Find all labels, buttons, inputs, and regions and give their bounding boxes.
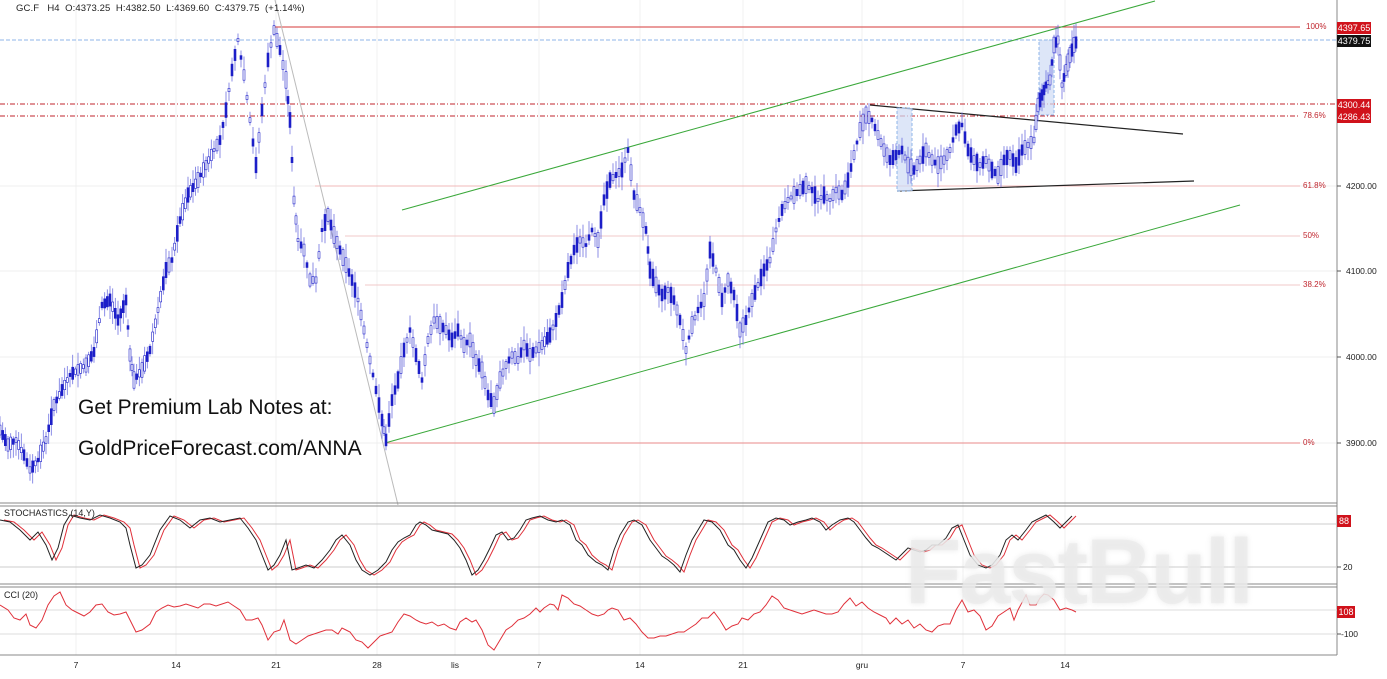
ohlc-header: GC.F H4 O:4373.25 H:4382.50 L:4369.60 C:… [16, 3, 305, 14]
price-candles [0, 20, 1078, 484]
fib-label-100: 100% [1306, 22, 1327, 31]
axis-label-4000: 4000.00 [1346, 352, 1377, 362]
axis-label-4200: 4200.00 [1346, 181, 1377, 191]
change-value: (+1.14%) [265, 3, 305, 14]
cci-levels [0, 609, 1337, 635]
stochastics-levels [0, 523, 1337, 568]
time-tick-label: gru [855, 660, 869, 670]
stochastics-title: STOCHASTICS (14,Y) [4, 508, 95, 518]
time-tick-label: lis [450, 660, 460, 670]
fib-label-382: 38.2% [1303, 280, 1326, 289]
time-tick-label: 7 [73, 660, 79, 670]
time-tick-label: 21 [738, 660, 748, 670]
rising-channel [384, 0, 1241, 444]
symbol-label: GC.F [16, 3, 40, 14]
cci-value-tag: 108 [1337, 606, 1355, 618]
panel-separators [0, 0, 1338, 656]
fib-diagonal [274, 0, 399, 506]
time-tick-label: 28 [372, 660, 382, 670]
high-value: H:4382.50 [115, 3, 161, 14]
axis-label-3900: 3900.00 [1346, 438, 1377, 448]
stochastics-k-line [0, 514, 1073, 576]
triangle-upper-line [869, 104, 1184, 135]
time-tick-label: 14 [1060, 660, 1070, 670]
promo-line-1: Get Premium Lab Notes at: [78, 396, 333, 419]
stochastics-value-tag: 88 [1337, 515, 1351, 527]
triangle-lower-line [896, 180, 1195, 192]
cci-level-minus100: -100 [1341, 629, 1359, 639]
channel-upper-line [401, 0, 1156, 211]
time-tick-label: 14 [171, 660, 181, 670]
cci-line [0, 591, 1077, 651]
price-tag-786: 4286.43 [1337, 111, 1371, 123]
triangle-pattern [869, 104, 1195, 192]
time-tick-label: 7 [960, 660, 966, 670]
timeframe-label: H4 [47, 3, 60, 14]
low-value: L:4369.60 [166, 3, 210, 14]
channel-lower-line [384, 204, 1241, 444]
stochastics-d-line [3, 514, 1077, 576]
fib-label-786: 78.6% [1303, 111, 1326, 120]
time-tick-label: 14 [635, 660, 645, 670]
fibonacci-levels [0, 0, 1337, 506]
close-value: C:4379.75 [214, 3, 260, 14]
open-value: O:4373.25 [65, 3, 111, 14]
price-tag-100: 4397.65 [1337, 22, 1371, 34]
price-tag-4300: 4300.44 [1337, 99, 1371, 111]
vertical-grid [75, 0, 1066, 655]
fib-label-618: 61.8% [1303, 181, 1326, 190]
fib-label-50: 50% [1303, 231, 1320, 240]
price-tag-current: 4379.75 [1337, 35, 1371, 47]
fib-label-0: 0% [1303, 438, 1315, 447]
time-tick-label: 21 [271, 660, 281, 670]
axis-label-4100: 4100.00 [1346, 266, 1377, 276]
price-axis-ticks [1337, 185, 1341, 635]
stochastics-level-20: 20 [1343, 562, 1353, 572]
time-tick-label: 7 [536, 660, 542, 670]
promo-line-2: GoldPriceForecast.com/ANNA [78, 437, 362, 460]
cci-title: CCI (20) [4, 590, 39, 600]
